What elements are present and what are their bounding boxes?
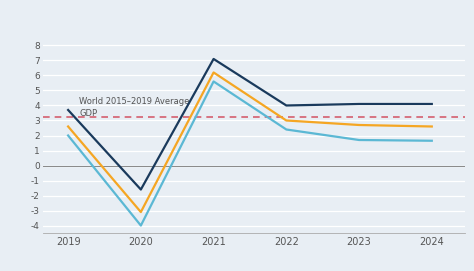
Text: World 2015–2019 Average
GDP: World 2015–2019 Average GDP [79,97,190,118]
